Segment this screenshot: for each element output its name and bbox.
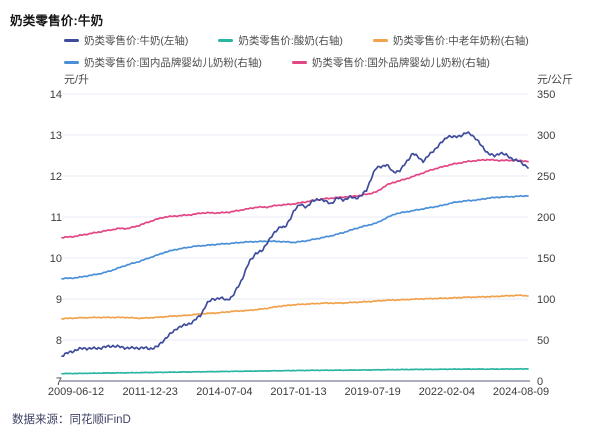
y-axis-tick-left: 11 <box>51 212 62 224</box>
series-line-2 <box>61 294 529 320</box>
x-axis-tick: 2011-12-23 <box>122 386 177 398</box>
y-axis-tick-left: 9 <box>56 294 62 306</box>
x-axis-tick: 2022-02-04 <box>419 386 475 398</box>
series-line-0 <box>61 131 529 357</box>
x-axis-tick: 2017-01-13 <box>270 386 326 398</box>
legend-swatch-icon <box>291 61 307 64</box>
y-axis-tick-right: 150 <box>537 253 555 265</box>
y-axis-tick-right: 200 <box>537 212 555 224</box>
legend-swatch-icon <box>372 39 388 42</box>
y-axis-tick-left: 7 <box>56 376 62 388</box>
data-source: 数据来源：同花顺iFinD <box>12 414 131 426</box>
x-axis-tick: 2009-06-12 <box>48 386 104 398</box>
legend-label: 奶类零售价:酸奶(右轴) <box>238 35 343 47</box>
y-axis-tick-right: 300 <box>537 130 555 142</box>
y-axis-tick-right: 100 <box>537 294 555 306</box>
series-line-4 <box>61 158 529 239</box>
y-axis-tick-right: 0 <box>537 376 543 388</box>
x-axis-tick: 2024-08-09 <box>493 386 549 398</box>
legend-label: 奶类零售价:牛奶(左轴) <box>84 35 189 47</box>
legend-item[interactable]: 奶类零售价:中老年奶粉(右轴) <box>372 33 529 48</box>
y-axis-tick-left: 8 <box>56 335 62 347</box>
legend-swatch-icon <box>64 39 79 42</box>
series-line-3 <box>61 194 529 280</box>
y-axis-tick-left: 12 <box>50 171 62 183</box>
right-axis-unit: 元/公斤 <box>537 74 574 86</box>
left-axis-unit: 元/升 <box>64 74 90 86</box>
plot-area[interactable] <box>62 94 528 381</box>
y-axis-tick-right: 250 <box>537 171 555 183</box>
legend-item[interactable]: 奶类零售价:国内品牌婴幼儿奶粉(右轴) <box>64 55 262 70</box>
legend-label: 奶类零售价:中老年奶粉(右轴) <box>392 35 529 47</box>
legend-item[interactable]: 奶类零售价:牛奶(左轴) <box>64 33 188 48</box>
series-line-1 <box>61 367 529 375</box>
legend-label: 奶类零售价:国外品牌婴幼儿奶粉(右轴) <box>311 57 490 69</box>
legend-swatch-icon <box>218 39 234 42</box>
legend: 奶类零售价:牛奶(左轴) 奶类零售价:酸奶(右轴) 奶类零售价:中老年奶粉(右轴) 奶… <box>64 33 544 70</box>
y-axis-tick-right: 50 <box>537 335 549 347</box>
legend-row: 奶类零售价:国内品牌婴幼儿奶粉(右轴) 奶类零售价:国外品牌婴幼儿奶粉(右轴) <box>64 55 544 70</box>
x-axis-tick: 2014-07-04 <box>196 386 252 398</box>
legend-label: 奶类零售价:国内品牌婴幼儿奶粉(右轴) <box>84 57 262 69</box>
y-axis-tick-right: 350 <box>537 89 555 101</box>
legend-item[interactable]: 奶类零售价:酸奶(右轴) <box>218 33 343 48</box>
legend-swatch-icon <box>64 61 79 64</box>
y-axis-tick-left: 14 <box>50 89 62 101</box>
chart-title: 奶类零售价:牛奶 <box>10 14 104 28</box>
legend-item[interactable]: 奶类零售价:国外品牌婴幼儿奶粉(右轴) <box>291 55 490 70</box>
x-axis-tick: 2019-07-19 <box>345 386 401 398</box>
legend-row: 奶类零售价:牛奶(左轴) 奶类零售价:酸奶(右轴) 奶类零售价:中老年奶粉(右轴) <box>64 33 544 48</box>
y-axis-tick-left: 13 <box>50 130 62 142</box>
y-axis-tick-left: 10 <box>50 253 62 265</box>
